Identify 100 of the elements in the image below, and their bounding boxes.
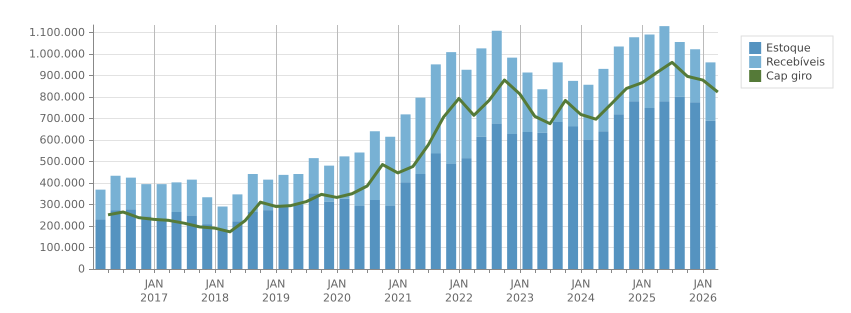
bar	[492, 124, 502, 269]
bar	[629, 101, 640, 269]
y-tick-label: 0	[78, 262, 85, 276]
bar	[522, 132, 532, 269]
y-tick-label: 200.000	[40, 220, 85, 233]
bar	[278, 174, 289, 206]
bar	[354, 206, 364, 269]
bar	[446, 52, 456, 164]
bar	[110, 176, 121, 210]
bar	[659, 101, 670, 269]
bar	[126, 209, 136, 269]
bar	[415, 174, 426, 269]
x-tick-label: JAN 2018	[201, 278, 230, 304]
x-tick-label: JAN 2019	[262, 278, 290, 304]
bar	[370, 131, 380, 200]
bar	[186, 216, 197, 269]
bar	[400, 182, 411, 269]
bar	[156, 218, 167, 269]
legend-label: Cap giro	[766, 70, 812, 82]
bar	[674, 42, 685, 97]
bar	[568, 126, 578, 269]
bar	[171, 212, 182, 269]
bar	[339, 156, 350, 199]
bar	[308, 158, 319, 194]
bar	[293, 204, 304, 269]
bar	[430, 64, 441, 154]
y-tick-label: 900.000	[40, 69, 85, 82]
bar	[218, 230, 228, 269]
x-tick-label: JAN 2024	[566, 278, 595, 304]
bar	[705, 62, 716, 121]
bar	[156, 184, 167, 218]
y-tick-label: 400.000	[40, 176, 85, 190]
y-tick-label: 100.000	[40, 241, 85, 254]
bar	[324, 166, 334, 202]
bar	[476, 48, 486, 137]
bar	[110, 210, 121, 269]
bar	[537, 132, 548, 269]
bar	[583, 84, 594, 140]
bar	[462, 70, 472, 158]
bar	[598, 131, 608, 269]
bar	[507, 134, 518, 269]
bar	[141, 184, 152, 216]
y-tick-label: 500.000	[40, 155, 85, 168]
bar	[141, 216, 152, 269]
legend-label: Recebíveis	[766, 56, 826, 68]
x-tick-label: JAN 2022	[445, 278, 474, 304]
bar	[385, 136, 396, 206]
bar	[248, 212, 258, 269]
bar	[705, 120, 716, 269]
x-tick-label: JAN 2020	[322, 278, 351, 304]
bar	[339, 198, 350, 269]
y-tick-label: 1.100.000	[29, 26, 85, 40]
bar	[644, 34, 655, 108]
bar	[126, 178, 136, 210]
bar	[552, 62, 563, 122]
bar	[522, 72, 532, 132]
bar	[171, 182, 182, 212]
bar	[96, 219, 106, 269]
y-tick-label: 1.000.000	[29, 48, 85, 61]
bar	[583, 140, 594, 269]
bar	[202, 197, 212, 224]
bar	[354, 152, 364, 206]
bar	[430, 154, 441, 269]
bar	[202, 224, 212, 269]
bar	[415, 98, 426, 174]
bar	[263, 210, 274, 269]
x-tick-label: JAN 2021	[384, 278, 412, 304]
bar	[629, 37, 640, 102]
legend-label: Estoque	[766, 42, 811, 54]
bar	[462, 158, 472, 269]
bar	[324, 202, 334, 269]
bar	[674, 96, 685, 269]
x-tick-label: JAN 2026	[688, 278, 717, 304]
bar	[446, 164, 456, 269]
bar	[537, 89, 548, 133]
bar	[568, 80, 578, 126]
bar	[232, 221, 242, 269]
bar	[370, 200, 380, 269]
bar	[400, 114, 411, 182]
bar	[96, 190, 106, 220]
bar	[278, 206, 289, 269]
y-tick-label: 300.000	[40, 198, 85, 212]
bar	[598, 68, 608, 132]
y-tick-label: 600.000	[40, 134, 85, 147]
y-tick-label: 700.000	[40, 112, 85, 126]
bar	[614, 46, 624, 114]
bar	[293, 174, 304, 205]
bar	[186, 180, 197, 216]
bar	[690, 102, 700, 269]
bar	[248, 174, 258, 212]
bar	[690, 49, 700, 102]
x-tick-label: JAN 2025	[628, 278, 656, 304]
bar	[308, 193, 319, 269]
bar	[659, 26, 670, 102]
x-tick-label: JAN 2023	[506, 278, 534, 304]
line-series	[106, 60, 720, 234]
bar	[232, 194, 242, 222]
bar	[614, 114, 624, 269]
y-tick-label: 800.000	[40, 90, 85, 104]
bar	[507, 58, 518, 134]
